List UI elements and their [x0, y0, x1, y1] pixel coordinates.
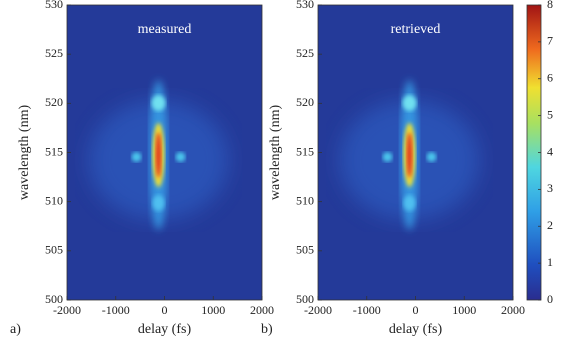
x-tick-label: 1000	[452, 303, 476, 317]
intensity-feature	[402, 95, 417, 111]
y-tick-label: 520	[45, 95, 63, 109]
intensity-feature	[152, 195, 165, 211]
x-tick-label: -1000	[353, 303, 381, 317]
intensity-feature	[426, 152, 437, 162]
heatmap	[67, 5, 262, 300]
x-tick-label: -2000	[53, 303, 81, 317]
colorbar-tick-label: 5	[547, 107, 553, 121]
x-tick-label: 0	[413, 303, 419, 317]
colorbar-tick-label: 1	[547, 255, 553, 269]
intensity-feature	[155, 132, 162, 178]
intensity-feature	[403, 195, 416, 211]
x-tick-label: -1000	[102, 303, 130, 317]
y-axis-label: wavelength (nm)	[17, 105, 32, 201]
y-tick-label: 505	[45, 243, 63, 257]
x-axis-label: delay (fs)	[389, 322, 443, 337]
colorbar-tick-label: 4	[547, 144, 553, 158]
colorbar-tick-label: 2	[547, 218, 553, 232]
y-tick-label: 510	[45, 193, 63, 207]
y-tick-label: 515	[296, 144, 314, 158]
y-tick-label: 520	[296, 95, 314, 109]
y-tick-label: 510	[296, 193, 314, 207]
colorbar-tick-label: 0	[547, 292, 553, 306]
panel-label: a)	[10, 322, 21, 337]
y-tick-label: 500	[45, 292, 63, 306]
y-tick-label: 530	[45, 0, 63, 11]
y-tick-label: 500	[296, 292, 314, 306]
x-tick-label: -2000	[304, 303, 332, 317]
x-tick-label: 0	[162, 303, 168, 317]
x-tick-label: 2000	[501, 303, 525, 317]
x-tick-label: 1000	[201, 303, 225, 317]
intensity-feature	[175, 152, 186, 162]
colorbar-tick-label: 6	[547, 71, 553, 85]
heatmap	[318, 5, 513, 300]
panel-label: b)	[261, 322, 273, 337]
y-axis-label: wavelength (nm)	[268, 105, 283, 201]
x-tick-label: 2000	[250, 303, 274, 317]
panel-title: measured	[138, 22, 192, 37]
y-tick-label: 505	[296, 243, 314, 257]
intensity-feature	[382, 152, 393, 162]
y-tick-label: 525	[45, 46, 63, 60]
colorbar-tick-label: 7	[547, 34, 553, 48]
intensity-feature	[406, 132, 413, 178]
y-tick-label: 530	[296, 0, 314, 11]
panel-title: retrieved	[391, 22, 441, 37]
y-tick-label: 515	[45, 144, 63, 158]
colorbar-tick-label: 3	[547, 181, 553, 195]
y-tick-label: 525	[296, 46, 314, 60]
colorbar-tick-label: 8	[547, 0, 553, 11]
x-axis-label: delay (fs)	[138, 322, 192, 337]
intensity-feature	[151, 95, 166, 111]
intensity-feature	[131, 152, 142, 162]
